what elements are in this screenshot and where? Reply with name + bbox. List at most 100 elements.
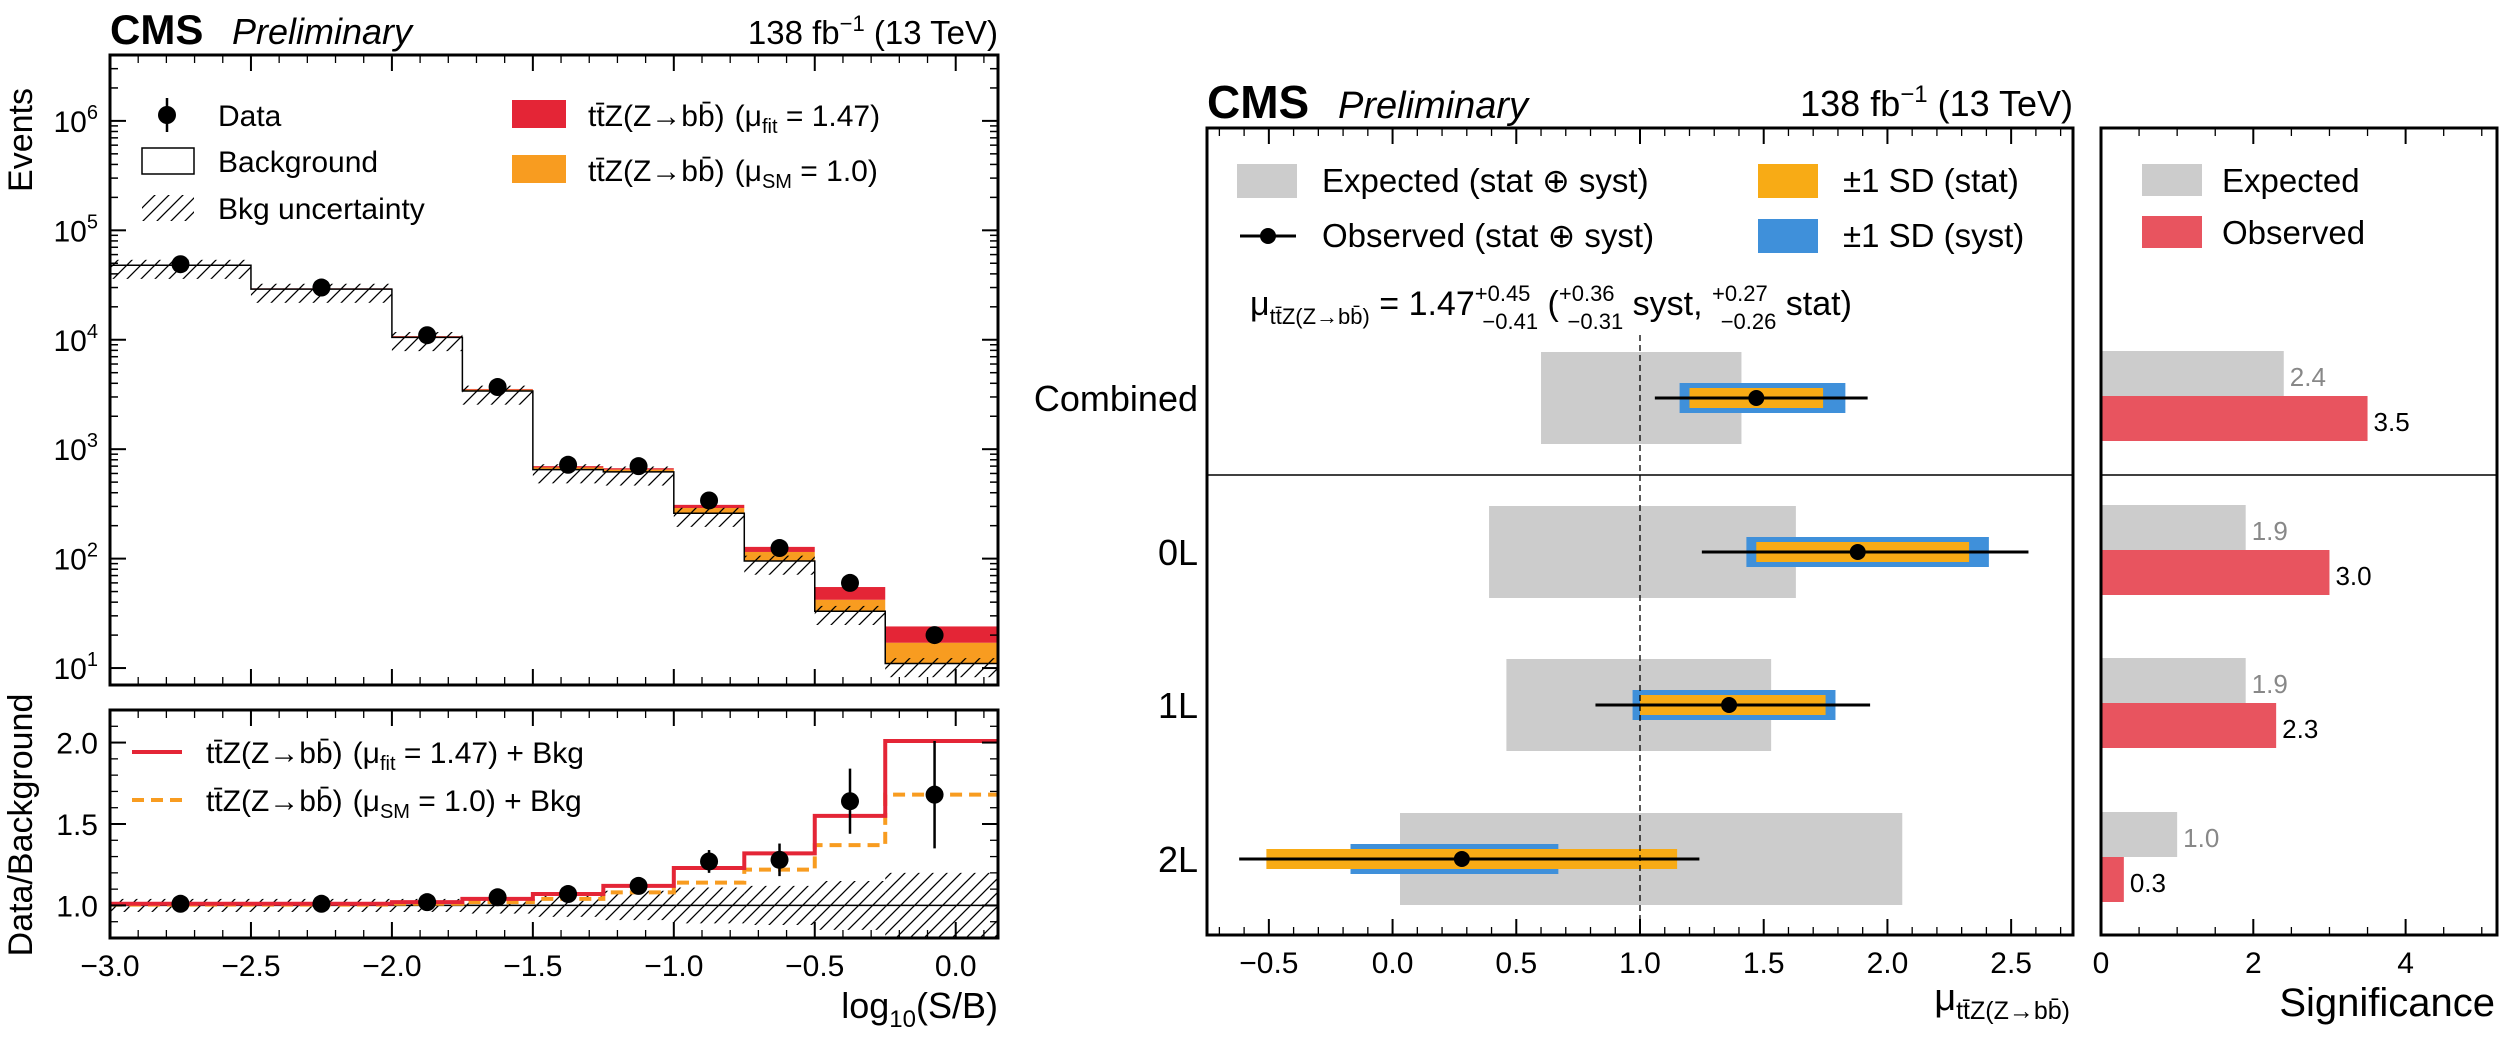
significance-panel: 2.4 3.5 1.9 3.0 1.9 2.3 1.0 0.3 0 2 4 Significanc… — [2093, 126, 2499, 1025]
ratio-data-point — [171, 894, 190, 913]
observed-significance-label: 3.5 — [2374, 407, 2410, 437]
legend-sig-observed-swatch — [2142, 216, 2202, 248]
bkg-uncertainty-bin — [814, 605, 886, 625]
events-histogram-panel: CMS Preliminary 138 fb−1 (13 TeV) 101102… — [2, 6, 1000, 687]
ratio-legend: tt̄Z(Z→bb̄) (μfit = 1.47) + Bkg tt̄Z(Z→bb… — [132, 737, 584, 823]
observed-significance-label: 2.3 — [2282, 714, 2318, 744]
legend-observed-label: Observed (stat ⊕ syst) — [1322, 217, 1654, 254]
observed-significance-bar — [2101, 703, 2277, 748]
lumi-label-left: 138 fb−1 (13 TeV) — [748, 11, 998, 51]
ratio-data-point — [488, 888, 507, 907]
legend-bkg-unc-label: Bkg uncertainty — [218, 193, 425, 226]
observed-significance-label: 3.0 — [2335, 561, 2371, 591]
data-point — [488, 378, 507, 397]
events-y-tick-label: 103 — [54, 430, 99, 467]
ratio-x-tick-label: −2.5 — [221, 950, 280, 983]
significance-frame — [2099, 126, 2499, 937]
ratio-y-tick-label: 2.0 — [56, 728, 98, 761]
legend-observed-marker — [1240, 228, 1296, 244]
observed-significance-bar — [2101, 396, 2368, 441]
cms-label-left: CMS — [110, 6, 203, 53]
events-y-tick-base: 10 — [54, 215, 87, 248]
observed-significance-label: 0.3 — [2130, 868, 2166, 898]
observed-significance-bar — [2101, 857, 2124, 902]
legend-fit-ratio-label: tt̄Z(Z→bb̄) (μfit = 1.47) + Bkg — [206, 737, 584, 775]
expected-significance-label: 1.9 — [2252, 516, 2288, 546]
observed-point — [1849, 544, 1866, 560]
sig-x-tick-label: 2 — [2245, 947, 2262, 980]
data-point — [629, 457, 648, 476]
mu-x-tick-label: −0.5 — [1239, 947, 1298, 980]
mu-x-tick-label: 2.5 — [1990, 947, 2032, 980]
mu-x-tick-label: 1.5 — [1743, 947, 1785, 980]
ratio-axes: 1.0 1.5 2.0 −3.0 −2.5 −2.0 −1.5 −1.0 −0.5 0.0 — [56, 710, 998, 983]
observed-significance-bar — [2101, 550, 2330, 595]
signal-strength-axes: −0.5 0.0 0.5 1.0 1.5 2.0 2.5 — [1218, 128, 2062, 980]
events-y-tick-base: 10 — [54, 325, 87, 358]
expected-significance-bar — [2101, 658, 2246, 703]
events-y-tick-exp: 4 — [87, 321, 98, 343]
mu-x-tick-label: 2.0 — [1867, 947, 1909, 980]
ratio-x-tick-label: −0.5 — [785, 950, 844, 983]
events-y-tick-base: 10 — [54, 653, 87, 686]
legend-data-marker — [158, 98, 176, 132]
ratio-x-tick-label: −3.0 — [80, 950, 139, 983]
events-y-tick-exp: 6 — [87, 102, 98, 124]
ttz-sm-bin — [814, 599, 886, 612]
ratio-x-tick-label: −2.0 — [362, 950, 421, 983]
legend-sig-observed-label: Observed — [2222, 214, 2365, 251]
signal-strength-frame — [1205, 126, 2075, 937]
legend-data-label: Data — [218, 100, 282, 133]
ratio-data-point — [312, 894, 331, 913]
observed-point — [1453, 851, 1470, 867]
legend-fit-label: tt̄Z(Z→bb̄) (μfit = 1.47) — [588, 100, 880, 138]
ratio-x-tick-label: 0.0 — [935, 950, 977, 983]
sig-x-tick-label: 4 — [2397, 947, 2414, 980]
observed-point — [1748, 390, 1765, 406]
category-label: 1L — [1158, 685, 1198, 726]
signal-strength-xlabel: μtt̄Z(Z→bb̄) — [1934, 977, 2070, 1025]
events-legend: Data Background Bkg uncertainty tt̄Z(Z→b… — [141, 98, 880, 226]
ratio-xlabel: log10(S/B) — [841, 985, 998, 1033]
legend-stat-label: ±1 SD (stat) — [1843, 162, 2019, 199]
ratio-ylabel: Data/Background — [2, 694, 40, 957]
events-y-tick-label: 105 — [54, 211, 99, 248]
legend-background-swatch — [141, 147, 195, 175]
signal-strength-legend: Expected (stat ⊕ syst) Observed (stat ⊕ … — [1237, 162, 2024, 254]
expected-significance-label: 2.4 — [2290, 362, 2326, 392]
legend-background-label: Background — [218, 146, 378, 179]
events-plot-frame — [108, 53, 1000, 687]
data-point — [418, 326, 437, 345]
ratio-y-tick-label: 1.0 — [56, 890, 98, 923]
preliminary-label-left: Preliminary — [232, 11, 414, 52]
mu-x-tick-label: 1.0 — [1619, 947, 1661, 980]
observed-point — [1721, 697, 1738, 713]
significance-axes: 0 2 4 — [2093, 128, 2483, 980]
significance-content: 2.4 3.5 1.9 3.0 1.9 2.3 1.0 0.3 — [2101, 351, 2410, 902]
cms-label-right: CMS — [1207, 76, 1309, 128]
legend-stat-swatch — [1758, 164, 1818, 198]
ratio-data-point — [418, 893, 437, 912]
expected-significance-bar — [2101, 812, 2178, 857]
events-y-tick-exp: 3 — [87, 430, 98, 452]
expected-significance-bar — [2101, 351, 2284, 396]
signal-strength-panel: CMS Preliminary 138 fb−1 (13 TeV) Combin… — [1034, 76, 2075, 1025]
events-y-tick-label: 106 — [54, 102, 99, 139]
ratio-panel: 1.0 1.5 2.0 −3.0 −2.5 −2.0 −1.5 −1.0 −0.5 0.0 Dat… — [2, 694, 1000, 1033]
lumi-label-right: 138 fb−1 (13 TeV) — [1800, 81, 2073, 124]
mu-x-tick-label: 0.5 — [1495, 947, 1537, 980]
expected-significance-bar — [2101, 505, 2246, 550]
events-y-tick-label: 101 — [54, 649, 99, 686]
legend-sig-expected-label: Expected — [2222, 162, 2360, 199]
data-point — [841, 573, 859, 592]
signal-strength-content: Combined 0L 1L 2L — [1034, 335, 2029, 935]
data-point — [700, 491, 719, 510]
legend-sig-expected-swatch — [2142, 164, 2202, 196]
expected-significance-label: 1.9 — [2252, 669, 2288, 699]
legend-syst-swatch — [1758, 219, 1818, 253]
legend-expected-swatch — [1237, 164, 1297, 198]
legend-bkg-unc-swatch — [142, 195, 194, 221]
ratio-plot-content — [110, 738, 998, 938]
events-plot-content — [110, 255, 998, 678]
ratio-y-tick-label: 1.5 — [56, 809, 98, 842]
